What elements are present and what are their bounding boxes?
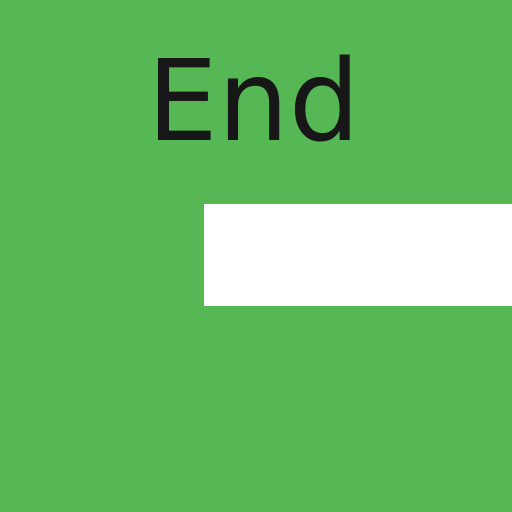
- end-title: End: [147, 37, 360, 167]
- white-panel: [204, 204, 512, 306]
